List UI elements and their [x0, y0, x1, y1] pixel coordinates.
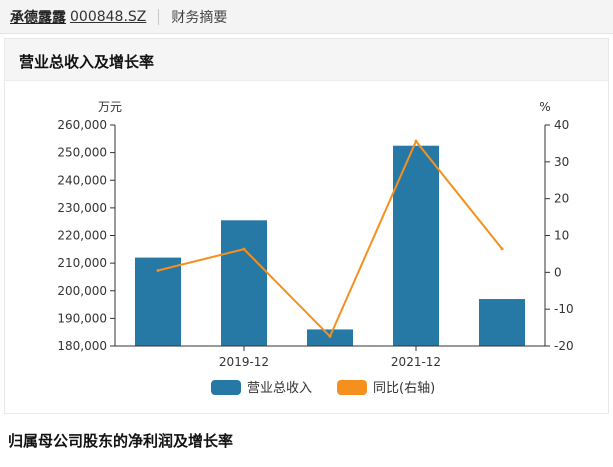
yoy-growth-point: [328, 334, 332, 338]
legend-label-revenue: 营业总收入: [247, 381, 312, 396]
header-divider: [158, 8, 160, 25]
y-right-tick-label: 10: [554, 229, 569, 243]
y-left-tick-label: 180,000: [57, 339, 107, 353]
yoy-growth-point: [156, 268, 160, 272]
y-right-tick-label: -20: [554, 339, 574, 353]
page-section-label: 财务摘要: [171, 9, 228, 26]
net-profit-section-title: 归属母公司股东的净利润及增长率: [8, 432, 234, 450]
y-right-tick-label: -10: [554, 302, 574, 316]
stock-code-link[interactable]: 000848.SZ: [70, 8, 147, 25]
y-left-tick-label: 210,000: [57, 256, 107, 270]
yoy-growth-point: [414, 139, 418, 143]
y-right-tick-label: 40: [554, 118, 569, 132]
y-right-tick-label: 30: [554, 155, 569, 169]
y-right-tick-label: 0: [554, 265, 562, 279]
yoy-growth-line: [157, 139, 503, 339]
revenue-chart: 180,000 190,000 200,000 210,000 220,000 230,0…: [57, 100, 574, 396]
revenue-bar: [221, 220, 267, 346]
y-right-unit: %: [539, 100, 550, 114]
legend-label-yoy: 同比(右轴): [373, 381, 435, 396]
stock-name-link[interactable]: 承德露露: [10, 9, 66, 26]
revenue-bar: [393, 145, 439, 346]
y-left-tick-label: 250,000: [57, 146, 107, 160]
legend-swatch-yoy: [337, 380, 367, 395]
y-left-tick-label: 200,000: [57, 284, 107, 298]
panel-title: 营业总收入及增长率: [19, 53, 155, 71]
legend-swatch-revenue: [211, 380, 241, 395]
revenue-bar: [479, 299, 525, 346]
y-left-tick-label: 230,000: [57, 201, 107, 215]
x-tick-label: 2019-12: [219, 355, 269, 369]
x-tick-label: 2021-12: [391, 355, 441, 369]
revenue-chart-panel: 营业总收入及增长率 180,000 190,000 200,000 210,000 22…: [4, 38, 609, 414]
yoy-growth-point: [500, 247, 504, 251]
y-left-tick-label: 220,000: [57, 229, 107, 243]
y-right-tick-label: 20: [554, 192, 569, 206]
y-left-unit: 万元: [98, 100, 122, 114]
y-left-tick-label: 260,000: [57, 118, 107, 132]
revenue-bar: [135, 257, 181, 346]
y-left-tick-label: 190,000: [57, 311, 107, 325]
yoy-growth-point: [242, 247, 246, 251]
top-header: 承德露露 000848.SZ 财务摘要: [0, 0, 613, 34]
y-left-tick-label: 240,000: [57, 173, 107, 187]
panel-title-bar: 营业总收入及增长率: [5, 39, 608, 81]
